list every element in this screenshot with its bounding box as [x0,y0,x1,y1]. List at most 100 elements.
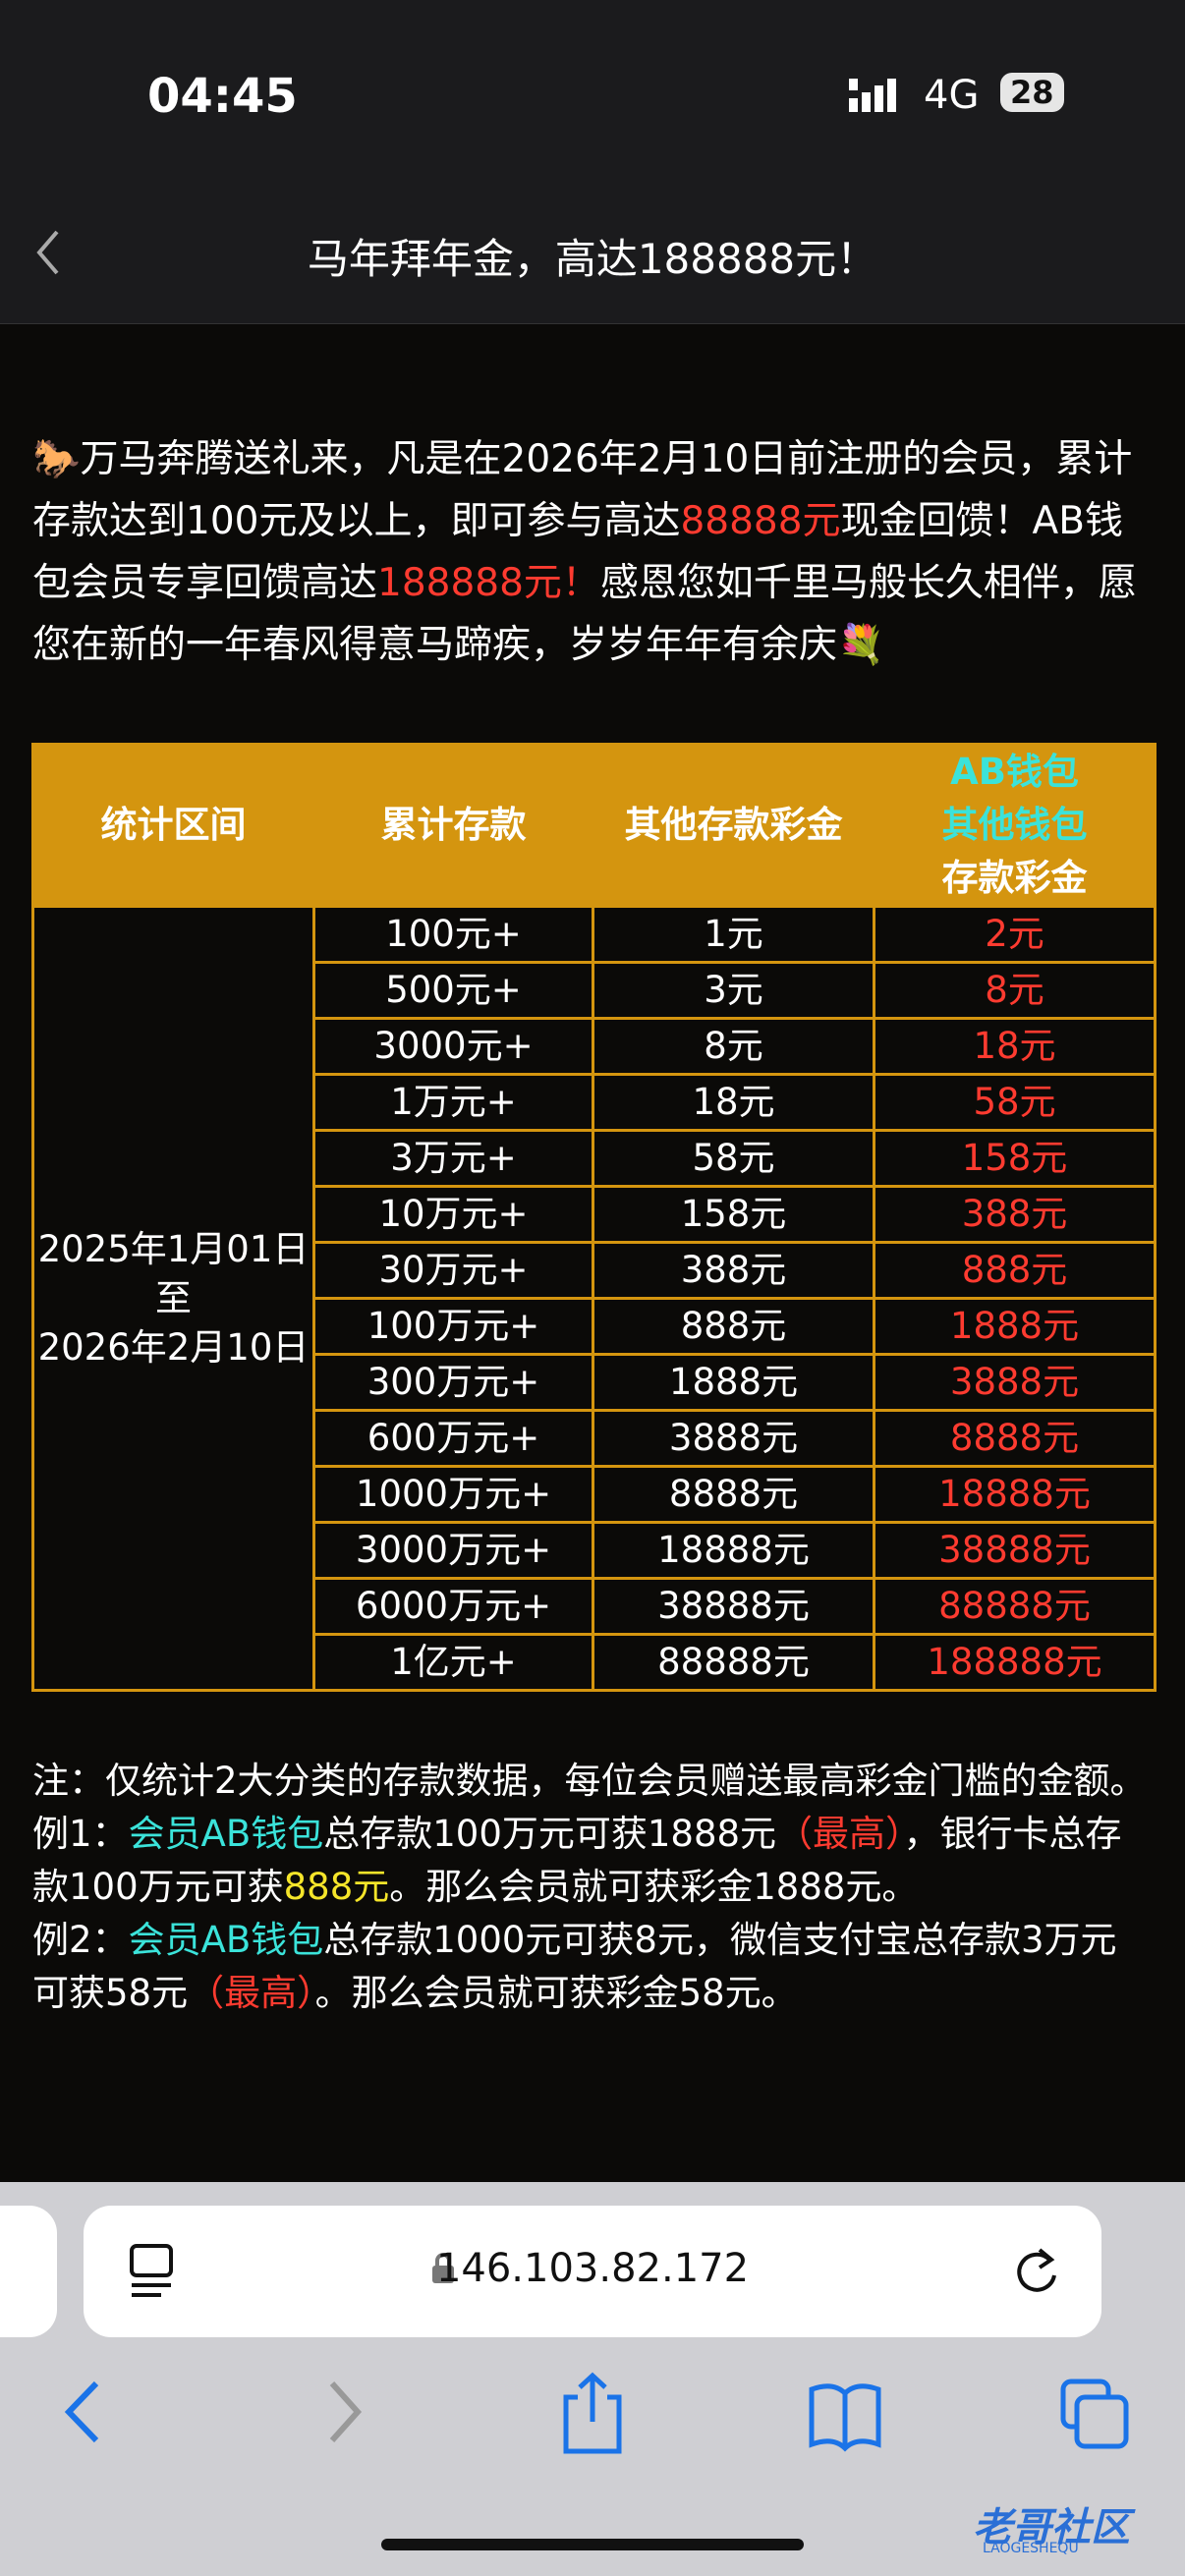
table-row: 3万元+ 58元 158元 [33,1129,1157,1188]
note-paragraph: 例1：会员AB钱包总存款100万元可获1888元（最高），银行卡总存款100万元… [32,1808,1153,1914]
back-button[interactable] [33,228,63,277]
table-cell: 18888元 [873,1465,1157,1524]
table-cell: 3元 [592,961,875,1020]
table-cell: 18元 [873,1017,1157,1076]
period-line: 2026年2月10日 [37,1325,310,1369]
table-row: 1亿元+ 88888元 188888元 [33,1633,1157,1692]
note-segment: 会员AB钱包 [128,1813,324,1855]
lock-icon [432,2253,454,2283]
table-row: 3000元+ 8元 18元 [33,1017,1157,1076]
table-cell: 88888元 [873,1577,1157,1636]
status-bar [0,0,1185,177]
table-cell: 3000元+ [312,1017,594,1076]
table-cell: 1万元+ [312,1073,594,1132]
nav-bar [0,177,1185,324]
bonus-table: 统计区间 累计存款 其他存款彩金 AB钱包 其他钱包 存款彩金 2025年1月01日至 202… [31,743,1157,1692]
table-cell: 188888元 [873,1633,1157,1692]
period-line: 至 [155,1276,192,1319]
note-segment: 。那么会员就可获彩金58元。 [314,1972,798,2014]
url[interactable]: 146.103.82.172 [435,2246,750,2291]
header-line: 存款彩金 [941,857,1088,899]
table-row: 30万元+ 388元 888元 [33,1241,1157,1300]
table-cell: 388元 [873,1185,1157,1244]
table-cell: 58元 [873,1073,1157,1132]
reload-icon[interactable] [1012,2246,1061,2299]
note-segment: 。那么会员就可获彩金1888元。 [389,1866,919,1908]
header-line: AB钱包 [950,751,1079,793]
table-cell: 1888元 [592,1353,875,1412]
forward-icon[interactable] [329,2380,363,2443]
intro-segment: 感恩您如千里马般长久相伴，愿您在新的一年春风得意马蹄疾，岁岁年年有余庆💐 [32,561,1137,667]
note-paragraph: 注：仅统计2大分类的存款数据，每位会员赠送最高彩金门槛的金额。 [32,1755,1153,1808]
network: 4G [924,73,980,118]
share-icon[interactable] [563,2372,622,2454]
table-row: 3000万元+ 18888元 38888元 [33,1521,1157,1580]
intro-text: 🐎万马奔腾送礼来，凡是在2026年2月10日前注册的会员，累计存款达到100元及… [32,428,1153,676]
table-cell: 888元 [592,1297,875,1356]
table-cell: 6000万元+ [312,1577,594,1636]
watermark: 老哥社区 [973,2505,1130,2550]
table-cell: 600万元+ [312,1409,594,1468]
table-row: 1000万元+ 8888元 18888元 [33,1465,1157,1524]
table-cell: 3000万元+ [312,1521,594,1580]
period-cell: 2025年1月01日至 2026年2月10日 [31,905,315,1692]
battery: 28 [1000,73,1064,112]
table-cell: 3888元 [873,1353,1157,1412]
url-box[interactable] [84,2206,1101,2337]
toolbar [64,2372,1129,2454]
note-segment: 总存款1000元可获8元，微信支付宝总存款3万元可获58元 [32,1919,1117,2014]
header-cell: 累计存款 [312,743,594,908]
time: 04:45 [147,69,298,124]
note-segment: 例1： [32,1813,129,1855]
intro-segment: 现金回馈！AB钱包会员专享回馈高达 [32,499,1123,605]
table-cell: 38888元 [873,1521,1157,1580]
table-row: 10万元+ 158元 388元 [33,1185,1157,1244]
table-cell: 8888元 [592,1465,875,1524]
tab-peek[interactable] [0,2206,57,2337]
table-cell: 100元+ [312,905,594,964]
table-cell: 300万元+ [312,1353,594,1412]
table-cell: 1亿元+ [312,1633,594,1692]
reader-icon[interactable] [128,2242,183,2301]
table-cell: 158元 [592,1185,875,1244]
signal-icon [849,79,896,112]
intro-segment: 88888元 [680,499,841,543]
note-segment: ，银行卡总存款100万元可获 [32,1813,1122,1908]
table-row: 1万元+ 18元 58元 [33,1073,1157,1132]
table-cell: 1000万元+ [312,1465,594,1524]
note-paragraph: 例2：会员AB钱包总存款1000元可获8元，微信支付宝总存款3万元可获58元（最… [32,1914,1153,2020]
note-segment: 例2： [32,1919,129,1961]
intro-segment: 188888元！ [377,561,600,605]
table-row: 600万元+ 3888元 8888元 [33,1409,1157,1468]
tabs-icon[interactable] [1060,2379,1129,2449]
table-cell: 3万元+ [312,1129,594,1188]
note-segment: 888元 [283,1866,390,1908]
table-cell: 30万元+ [312,1241,594,1300]
header-cell: 其他存款彩金 [592,743,875,908]
note-segment: （最高） [776,1813,904,1855]
table-cell: 10万元+ [312,1185,594,1244]
notes: 注：仅统计2大分类的存款数据，每位会员赠送最高彩金门槛的金额。 例1：会员AB钱包… [32,1755,1153,2020]
table-cell: 388元 [592,1241,875,1300]
note-segment: 会员AB钱包 [128,1919,324,1961]
table-cell: 38888元 [592,1577,875,1636]
table-cell: 58元 [592,1129,875,1188]
header-line: 其他钱包 [941,804,1088,846]
table-cell: 100万元+ [312,1297,594,1356]
table-row: 300万元+ 1888元 3888元 [33,1353,1157,1412]
table-row: 6000万元+ 38888元 88888元 [33,1577,1157,1636]
table-cell: 8888元 [873,1409,1157,1468]
table-cell: 158元 [873,1129,1157,1188]
table-cell: 88888元 [592,1633,875,1692]
table-cell: 500元+ [312,961,594,1020]
header-cell: 统计区间 [31,743,315,908]
table-cell: 2元 [873,905,1157,964]
back-icon[interactable] [64,2380,99,2443]
bookmarks-icon[interactable] [809,2383,881,2452]
note-segment: 总存款100万元可获1888元 [323,1813,777,1855]
table-row: 100万元+ 888元 1888元 [33,1297,1157,1356]
table-row: 2025年1月01日至 2026年2月10日 100元+ 1元 2元 [31,905,1157,1692]
home-indicator [381,2539,804,2550]
table-cell: 8元 [873,961,1157,1020]
